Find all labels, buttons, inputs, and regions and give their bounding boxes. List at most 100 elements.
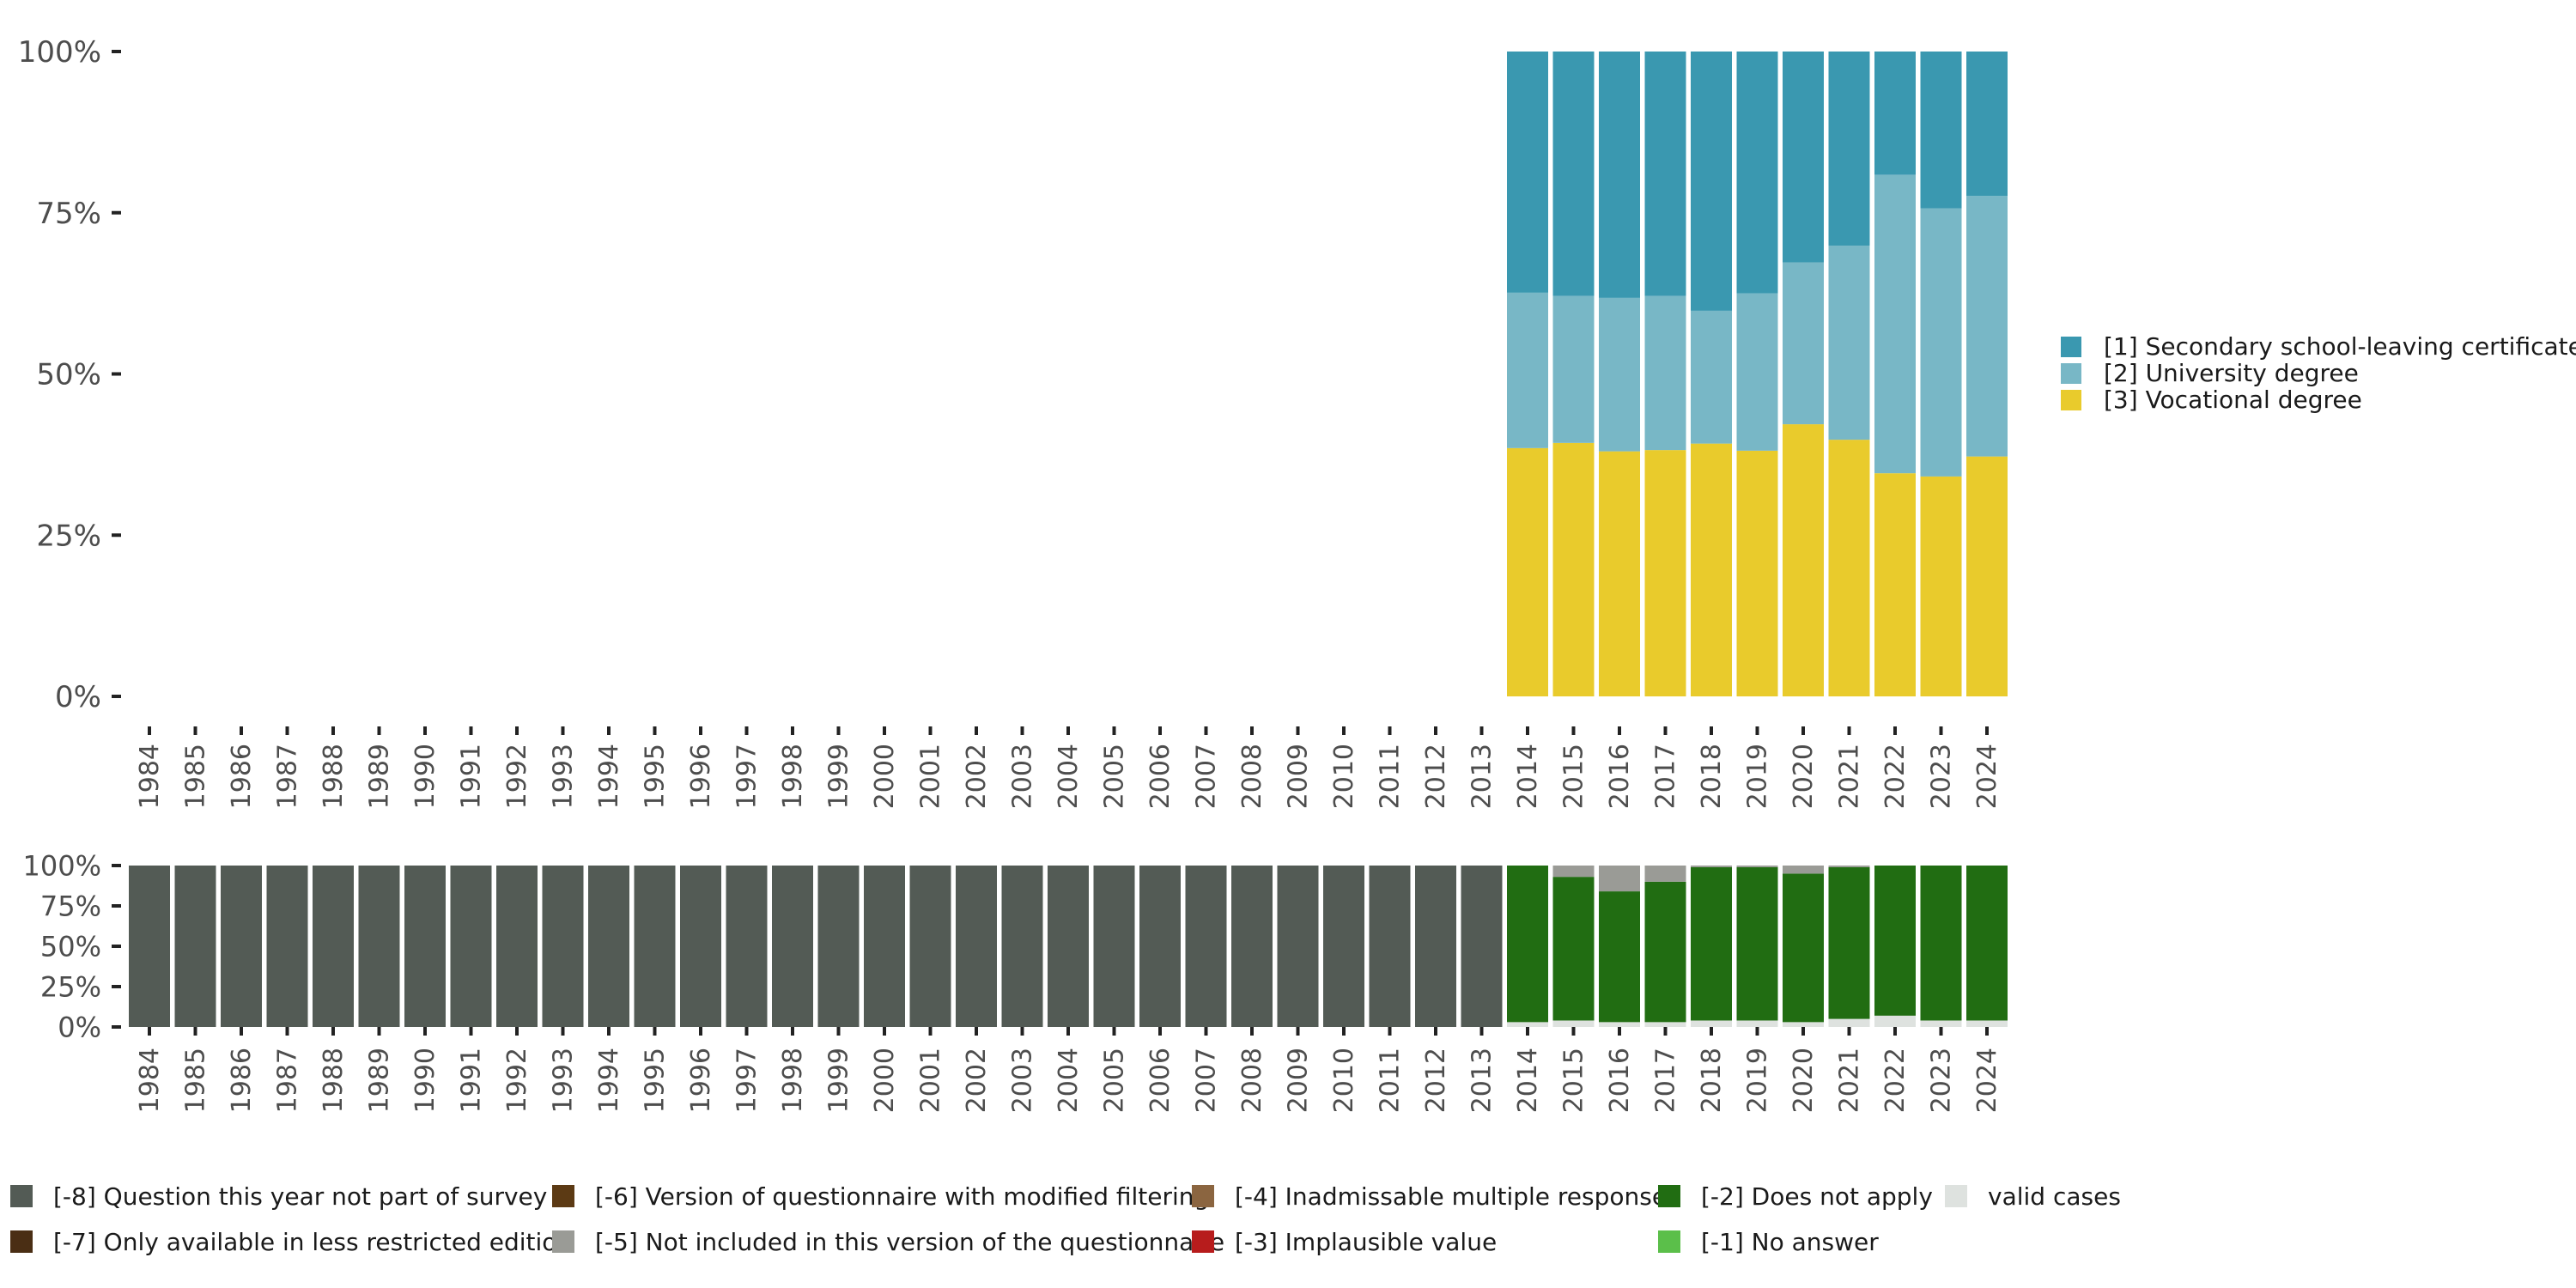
bar-segment-8-question-this-year-not-part-of-survey-1992: [496, 866, 538, 1027]
x-tick-label: 1991: [457, 1048, 487, 1113]
x-tick-mark: [975, 1027, 978, 1036]
x-tick-mark: [1158, 726, 1162, 735]
x-tick-label: 1994: [594, 744, 624, 809]
x-tick-label: 2000: [870, 744, 900, 809]
x-tick-label: 2014: [1513, 744, 1543, 809]
x-tick-label: 1996: [686, 744, 716, 809]
bar-segment-1-secondary-school-leaving-certificate-2020: [1783, 52, 1824, 263]
x-tick-mark: [1204, 1027, 1208, 1036]
bar-segment-3-vocational-degree-2019: [1736, 450, 1778, 696]
bar-segment-valid-cases-2014: [1507, 1022, 1548, 1027]
x-tick-label: 2021: [1835, 744, 1865, 809]
x-tick-mark: [1526, 1027, 1529, 1036]
x-tick-mark: [1020, 726, 1024, 735]
x-tick-mark: [1388, 726, 1392, 735]
legend-label: valid cases: [1988, 1182, 2121, 1211]
x-tick-mark: [240, 726, 243, 735]
x-tick-mark: [1112, 1027, 1116, 1036]
x-tick-label: 2012: [1421, 1048, 1451, 1113]
x-tick-label: 2016: [1605, 1048, 1635, 1113]
x-tick-label: 2002: [962, 744, 992, 809]
x-tick-label: 2006: [1145, 744, 1176, 809]
x-tick-label: 2013: [1467, 744, 1498, 809]
bar-segment-2-does-not-apply-2018: [1691, 866, 1732, 1021]
x-tick-mark: [1618, 1027, 1621, 1036]
x-tick-mark: [653, 726, 657, 735]
bar-segment-8-question-this-year-not-part-of-survey-1986: [221, 866, 262, 1027]
legend-label: [-1] No answer: [1701, 1228, 1879, 1256]
bar-segment-3-vocational-degree-2022: [1874, 473, 1916, 696]
bar-segment-3-vocational-degree-2023: [1920, 476, 1962, 696]
legend-key-4-inadmissable-multiple-response: [1192, 1185, 1214, 1207]
bar-segment-8-question-this-year-not-part-of-survey-1997: [726, 866, 768, 1027]
y-tick-mark: [112, 372, 121, 376]
x-tick-mark: [1066, 726, 1070, 735]
bar-segment-1-secondary-school-leaving-certificate-2021: [1828, 52, 1870, 246]
legend-key-1-secondary-school-leaving-certificate: [2061, 337, 2081, 357]
x-tick-mark: [561, 1027, 565, 1036]
legend-key-3-implausible-value: [1192, 1230, 1214, 1253]
x-tick-mark: [377, 726, 381, 735]
x-tick-label: 2004: [1054, 744, 1084, 809]
bar-segment-3-vocational-degree-2021: [1828, 440, 1870, 696]
x-tick-label: 1997: [732, 744, 762, 809]
bar-segment-2-does-not-apply-2016: [1599, 891, 1640, 1023]
bar-segment-2-university-degree-2021: [1828, 246, 1870, 440]
bar-segment-1-secondary-school-leaving-certificate-2024: [1966, 52, 2008, 197]
bar-segment-1-secondary-school-leaving-certificate-2016: [1599, 52, 1640, 298]
x-tick-mark: [791, 726, 794, 735]
bar-segment-8-question-this-year-not-part-of-survey-1995: [634, 866, 676, 1027]
bar-segment-valid-cases-2023: [1920, 1020, 1962, 1027]
x-tick-mark: [1526, 726, 1529, 735]
y-tick-mark: [112, 210, 121, 215]
legend-label: [-7] Only available in less restricted e…: [53, 1228, 572, 1256]
bar-segment-1-secondary-school-leaving-certificate-2019: [1736, 52, 1778, 294]
bar-segment-valid-cases-2020: [1783, 1022, 1824, 1027]
x-tick-mark: [744, 1027, 749, 1036]
bar-segment-8-question-this-year-not-part-of-survey-1998: [772, 866, 813, 1027]
x-tick-mark: [148, 1027, 151, 1036]
x-tick-label: 1992: [502, 744, 532, 809]
y-tick-label: 100%: [23, 850, 101, 883]
x-tick-label: 1986: [227, 1048, 257, 1113]
bar-segment-8-question-this-year-not-part-of-survey-1990: [404, 866, 446, 1027]
bar-segment-1-secondary-school-leaving-certificate-2022: [1874, 52, 1916, 175]
bar-segment-8-question-this-year-not-part-of-survey-1987: [266, 866, 308, 1027]
y-tick-label: 100%: [18, 35, 101, 70]
bar-segment-5-not-included-in-this-version-of-the-questionnaire-2017: [1644, 866, 1686, 882]
x-tick-label: 1988: [319, 1048, 349, 1113]
x-tick-label: 1993: [549, 1048, 579, 1113]
legend-key-valid-cases: [1945, 1185, 1967, 1207]
legend-key-5-not-included-in-this-version-of-the-questionnaire: [552, 1230, 574, 1253]
y-tick-label: 50%: [36, 358, 101, 392]
bar-segment-valid-cases-2018: [1691, 1020, 1732, 1027]
x-tick-mark: [331, 726, 335, 735]
bar-segment-2-does-not-apply-2017: [1644, 881, 1686, 1023]
x-tick-label: 2002: [962, 1048, 992, 1113]
bar-segment-8-question-this-year-not-part-of-survey-2006: [1139, 866, 1181, 1027]
x-tick-mark: [1204, 726, 1208, 735]
x-tick-label: 1993: [549, 744, 579, 809]
x-tick-mark: [193, 1027, 197, 1036]
x-tick-label: 2015: [1559, 1048, 1589, 1113]
legend-label: [2] University degree: [2104, 359, 2359, 387]
x-tick-label: 1992: [502, 1048, 532, 1113]
x-tick-label: 1999: [824, 744, 854, 809]
x-tick-label: 1998: [778, 1048, 808, 1113]
x-tick-mark: [1985, 726, 1989, 735]
x-tick-mark: [1342, 726, 1346, 735]
x-tick-label: 1997: [732, 1048, 762, 1113]
bar-segment-valid-cases-2022: [1874, 1015, 1916, 1027]
x-tick-label: 2004: [1054, 1048, 1084, 1113]
x-tick-mark: [1618, 726, 1621, 735]
y-tick-mark: [112, 864, 121, 867]
x-tick-mark: [377, 1027, 381, 1036]
x-tick-label: 2014: [1513, 1048, 1543, 1113]
x-tick-label: 2020: [1789, 1048, 1819, 1113]
x-tick-label: 1987: [273, 744, 303, 809]
bar-segment-8-question-this-year-not-part-of-survey-2004: [1048, 866, 1089, 1027]
bar-segment-2-university-degree-2019: [1736, 293, 1778, 451]
bar-segment-2-university-degree-2023: [1920, 208, 1962, 477]
x-tick-mark: [1479, 726, 1484, 735]
x-tick-label: 2017: [1651, 744, 1681, 809]
